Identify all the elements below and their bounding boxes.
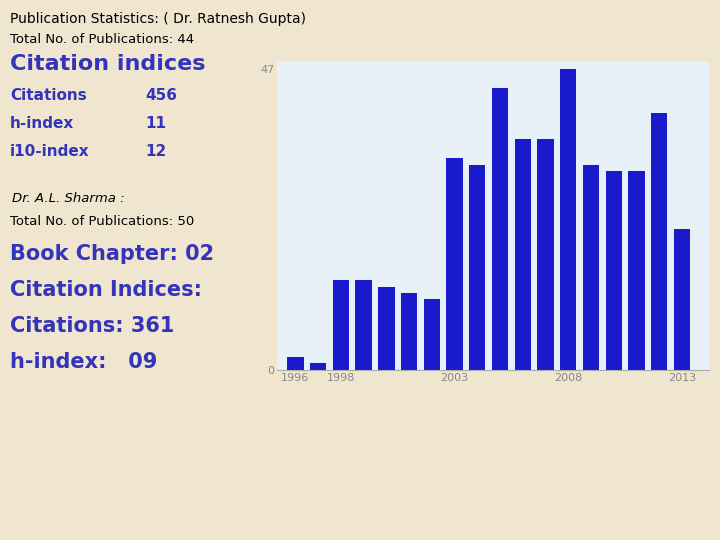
Bar [287, 357, 304, 370]
Text: Publication Statistics: ( Dr. Ratnesh Gupta): Publication Statistics: ( Dr. Ratnesh Gu… [10, 12, 306, 26]
Bar [356, 280, 372, 370]
Bar [401, 293, 418, 370]
Bar [515, 139, 531, 370]
Text: Dr. A.L. Sharma :: Dr. A.L. Sharma : [12, 192, 125, 205]
Text: Citations: 361: Citations: 361 [10, 316, 174, 336]
Bar [606, 171, 622, 370]
Bar [582, 165, 599, 370]
Text: Citation indices: Citation indices [10, 54, 205, 74]
Bar [310, 363, 326, 370]
Bar [651, 113, 667, 370]
Text: Total No. of Publications: 44: Total No. of Publications: 44 [10, 33, 194, 46]
Bar [333, 280, 349, 370]
Text: i10-index: i10-index [10, 144, 89, 159]
Bar [378, 287, 395, 370]
Bar [629, 171, 644, 370]
Bar [446, 158, 463, 370]
Text: 11: 11 [145, 116, 166, 131]
Bar [492, 88, 508, 370]
Text: 12: 12 [145, 144, 166, 159]
Bar [423, 299, 440, 370]
Text: Total No. of Publications: 50: Total No. of Publications: 50 [10, 215, 194, 228]
Bar [560, 69, 577, 370]
Bar [469, 165, 485, 370]
Bar [674, 229, 690, 370]
Text: Citations: Citations [10, 88, 86, 103]
Bar [537, 139, 554, 370]
Text: Book Chapter: 02: Book Chapter: 02 [10, 244, 214, 264]
Text: 456: 456 [145, 88, 177, 103]
Text: h-index:   09: h-index: 09 [10, 352, 158, 372]
Text: Citation Indices:: Citation Indices: [10, 280, 202, 300]
Text: h-index: h-index [10, 116, 74, 131]
